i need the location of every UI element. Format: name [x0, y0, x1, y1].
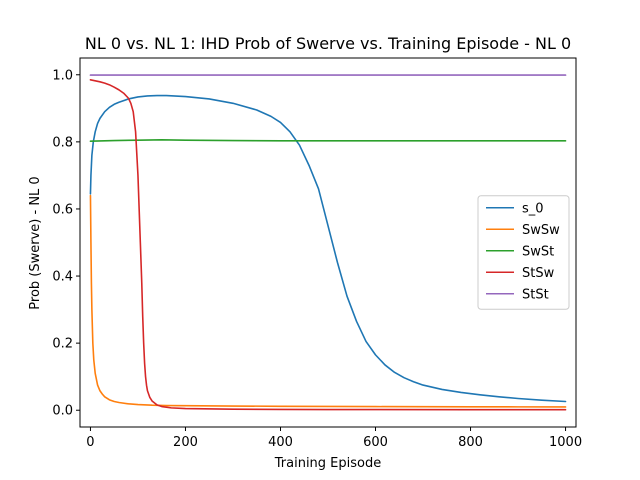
x-axis-label: Training Episode	[274, 456, 381, 471]
y-tick-label: 0.0	[52, 404, 73, 419]
legend: s_0 SwSw SwSt StSw StSt	[477, 195, 570, 310]
x-axis: 0 200 400 600 800 1000	[86, 427, 582, 450]
legend-box	[477, 195, 570, 310]
y-tick-label: 0.8	[52, 135, 73, 150]
y-tick-label: 0.2	[52, 337, 73, 352]
y-tick-label: 0.6	[52, 202, 73, 217]
legend-entry: SwSw	[522, 223, 560, 238]
legend-entry: s_0	[522, 201, 544, 216]
x-tick-label: 0	[86, 435, 94, 450]
series-line-s-0	[89, 94, 567, 403]
series-line-swsw	[89, 194, 567, 408]
legend-entry: SwSt	[522, 244, 554, 259]
x-tick-label: 200	[173, 435, 198, 450]
x-tick-label: 800	[458, 435, 483, 450]
x-tick-label: 1000	[549, 435, 582, 450]
y-axis: 0.0 0.2 0.4 0.6 0.8 1.0	[52, 68, 80, 419]
plot-area	[89, 74, 567, 411]
y-tick-label: 1.0	[52, 68, 73, 83]
series-line-swst	[89, 139, 567, 142]
legend-entry: StSt	[522, 287, 549, 302]
series-line-stsw	[89, 79, 567, 411]
x-tick-label: 400	[268, 435, 293, 450]
axes-frame	[79, 57, 577, 428]
x-tick-label: 600	[363, 435, 388, 450]
y-axis-label: Prob (Swerve) - NL 0	[28, 176, 43, 309]
y-tick-label: 0.4	[52, 270, 73, 285]
legend-entry: StSw	[522, 266, 555, 281]
chart-title: NL 0 vs. NL 1: IHD Prob of Swerve vs. Tr…	[85, 34, 571, 53]
